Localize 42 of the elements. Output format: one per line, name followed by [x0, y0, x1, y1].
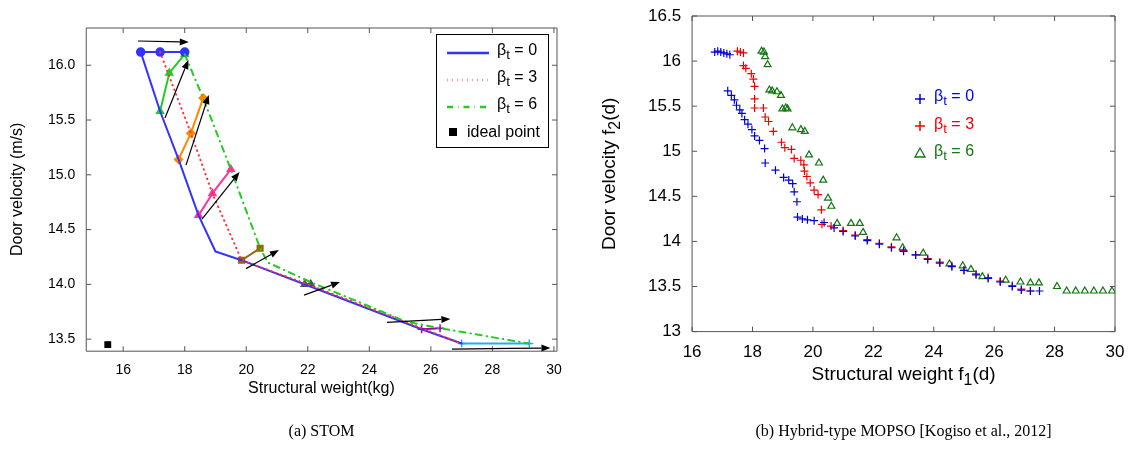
y-tick-label: 14.5 — [48, 220, 76, 237]
legend-label: β$_{t}$ = 0 — [934, 86, 975, 111]
y-tick-label: 15 — [662, 140, 682, 160]
x-tick-label: 18 — [743, 342, 762, 362]
y-tick-label: 15.5 — [647, 95, 682, 115]
text: (b) Hybrid-type MOPSO [Kogiso et al., 2012] — [755, 422, 1052, 440]
y-tick-label: 13.5 — [647, 276, 682, 296]
legend-label: β$_{t}$ = 3 — [497, 67, 538, 92]
y-axis-title: Door velocity (m/s) — [8, 122, 26, 257]
x-tick-label: 16 — [115, 361, 132, 378]
x-tick-label: 20 — [803, 342, 823, 362]
y-tick-label: 13.5 — [48, 330, 76, 347]
y-tick-label: 16.0 — [48, 56, 76, 73]
legend-label: ideal point — [467, 121, 540, 142]
x-tick-label: 30 — [546, 361, 562, 378]
x-tick-label: 16 — [682, 342, 702, 362]
x-tick-label: 22 — [299, 361, 316, 378]
legend-label: β$_{t}$ = 3 — [934, 113, 975, 138]
x-axis-title: Structural weight(kg) — [248, 379, 395, 398]
legend-label: β$_{t}$ = 0 — [497, 40, 538, 65]
x-tick-label: 28 — [484, 361, 501, 378]
y-tick-label: 15.0 — [48, 165, 76, 182]
x-axis-title: Structural weight f$_{1}$(d) — [811, 362, 996, 389]
x-tick-label: 20 — [238, 361, 255, 378]
y-tick-label: 15.5 — [48, 110, 76, 127]
x-tick-label: 22 — [863, 342, 883, 362]
text: (a) STOM — [288, 422, 355, 440]
x-tick-label: 24 — [924, 342, 944, 362]
legend-label: β$_{t}$ = 6 — [934, 140, 975, 165]
x-tick-label: 24 — [361, 361, 378, 378]
y-tick-label: 13 — [662, 321, 682, 341]
x-tick-label: 18 — [176, 361, 193, 378]
y-tick-label: 14 — [662, 231, 682, 251]
x-tick-label: 26 — [423, 361, 439, 378]
x-tick-label: 28 — [1045, 342, 1065, 362]
legend-label: β$_{t}$ = 6 — [497, 94, 538, 119]
x-tick-label: 30 — [1105, 342, 1125, 362]
y-tick-label: 14.0 — [48, 275, 76, 292]
y-tick-label: 14.5 — [647, 186, 682, 206]
x-tick-label: 26 — [984, 342, 1004, 362]
y-tick-label: 16 — [662, 50, 682, 70]
y-tick-label: 16.5 — [647, 5, 682, 25]
